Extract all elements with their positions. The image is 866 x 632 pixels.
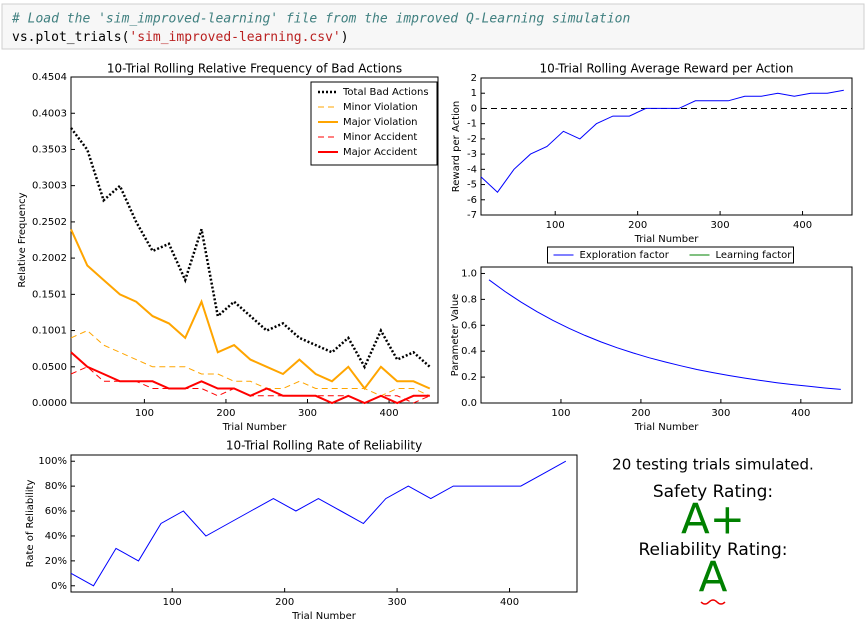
reliability-rating: A: [699, 553, 728, 602]
legend-label: Learning factor: [716, 250, 793, 261]
x-tick-label: 400: [380, 408, 399, 419]
y-tick-label: 0.4003: [32, 108, 67, 119]
y-tick-label: 0.3003: [32, 181, 67, 192]
safety-rating: A+: [681, 495, 745, 544]
y-tick-label: 0.0: [461, 398, 477, 409]
y-tick-label: 1.0: [461, 268, 477, 279]
x-tick-label: 300: [388, 597, 407, 608]
x-tick-label: 100: [551, 408, 570, 419]
y-tick-label: 0.4: [461, 346, 477, 357]
y-axis-label: Reward per Action: [451, 101, 462, 193]
y-tick-label: 0: [471, 103, 477, 114]
series-line: [480, 89, 844, 193]
reliability-label: Reliability Rating:: [639, 540, 788, 560]
x-axis-label: Trial Number: [291, 611, 357, 622]
plot-area: [480, 266, 853, 404]
y-tick-label: 0.8: [461, 294, 477, 305]
series-line: [70, 460, 567, 587]
y-tick-label: -6: [467, 195, 477, 206]
y-tick-label: 0.3503: [32, 144, 67, 155]
x-tick-label: 300: [298, 408, 317, 419]
y-tick-label: 20%: [45, 556, 67, 567]
legend-label: Total Bad Actions: [342, 87, 429, 98]
legend-label: Major Accident: [343, 147, 417, 158]
chart-title: 10-Trial Rolling Relative Frequency of B…: [107, 62, 402, 76]
trials-text: 20 testing trials simulated.: [612, 456, 814, 474]
y-tick-label: 0.2502: [32, 217, 67, 228]
y-tick-label: 0.2: [461, 372, 477, 383]
series-line: [70, 330, 431, 397]
legend-label: Minor Accident: [343, 132, 417, 143]
legend-box: [547, 246, 794, 264]
y-tick-label: 0.1501: [32, 289, 67, 300]
x-tick-label: 400: [793, 220, 812, 231]
y-tick-label: -1: [467, 119, 477, 130]
safety-label: Safety Rating:: [653, 482, 773, 502]
y-tick-label: 80%: [45, 481, 67, 492]
y-tick-label: 0.0500: [32, 362, 67, 373]
legend-label: Major Violation: [343, 117, 418, 128]
x-axis-label: Trial Number: [634, 234, 700, 245]
x-tick-label: 100: [135, 408, 154, 419]
y-tick-label: 0.4504: [32, 72, 67, 83]
y-tick-label: 40%: [45, 531, 67, 542]
x-axis-label: Trial Number: [634, 422, 700, 433]
code-line: vs.plot_trials('sim_improved-learning.cs…: [12, 30, 349, 45]
spell-underline: [700, 599, 726, 605]
x-tick-label: 200: [275, 597, 294, 608]
code-token: ): [341, 30, 349, 45]
y-tick-label: 0.6: [461, 320, 477, 331]
legend-label: Exploration factor: [580, 250, 670, 261]
legend-label: Minor Violation: [343, 102, 418, 113]
y-axis-label: Relative Frequency: [17, 192, 28, 287]
y-tick-label: 0.0000: [32, 398, 67, 409]
series-line: [70, 351, 430, 405]
y-tick-label: 0.2002: [32, 253, 67, 264]
code-token: vs.plot_trials(: [12, 30, 129, 45]
x-tick-label: 100: [546, 220, 565, 231]
x-tick-label: 200: [628, 220, 647, 231]
x-tick-label: 200: [631, 408, 650, 419]
x-tick-label: 400: [500, 597, 519, 608]
y-axis-label: Parameter Value: [450, 294, 461, 377]
y-tick-label: 1: [471, 88, 477, 99]
y-tick-label: -7: [467, 210, 477, 221]
y-tick-label: -2: [467, 134, 477, 145]
series-line: [488, 279, 841, 390]
y-tick-label: -4: [467, 164, 477, 175]
series-line: [70, 127, 431, 370]
y-tick-label: 2: [471, 73, 477, 84]
y-tick-label: -5: [467, 180, 477, 191]
y-tick-label: 100%: [38, 456, 67, 467]
series-line: [70, 228, 431, 391]
plot-area: [480, 77, 853, 216]
x-tick-label: 400: [791, 408, 810, 419]
y-tick-label: 60%: [45, 506, 67, 517]
x-tick-label: 300: [711, 408, 730, 419]
y-tick-label: -3: [467, 149, 477, 160]
y-tick-label: 0%: [51, 581, 67, 592]
x-tick-label: 200: [216, 408, 235, 419]
code-string: 'sim_improved-learning.csv': [129, 30, 340, 45]
plot-area: [70, 454, 578, 593]
y-tick-label: 0.1001: [32, 326, 67, 337]
x-axis-label: Trial Number: [222, 422, 288, 433]
x-tick-label: 100: [163, 597, 182, 608]
chart-title: 10-Trial Rolling Rate of Reliability: [226, 439, 422, 453]
code-comment: # Load the 'sim_improved-learning' file …: [11, 12, 630, 27]
y-axis-label: Rate of Reliability: [25, 480, 36, 568]
chart-title: 10-Trial Rolling Average Reward per Acti…: [540, 62, 794, 76]
x-tick-label: 300: [711, 220, 730, 231]
code-cell: [1, 3, 865, 50]
